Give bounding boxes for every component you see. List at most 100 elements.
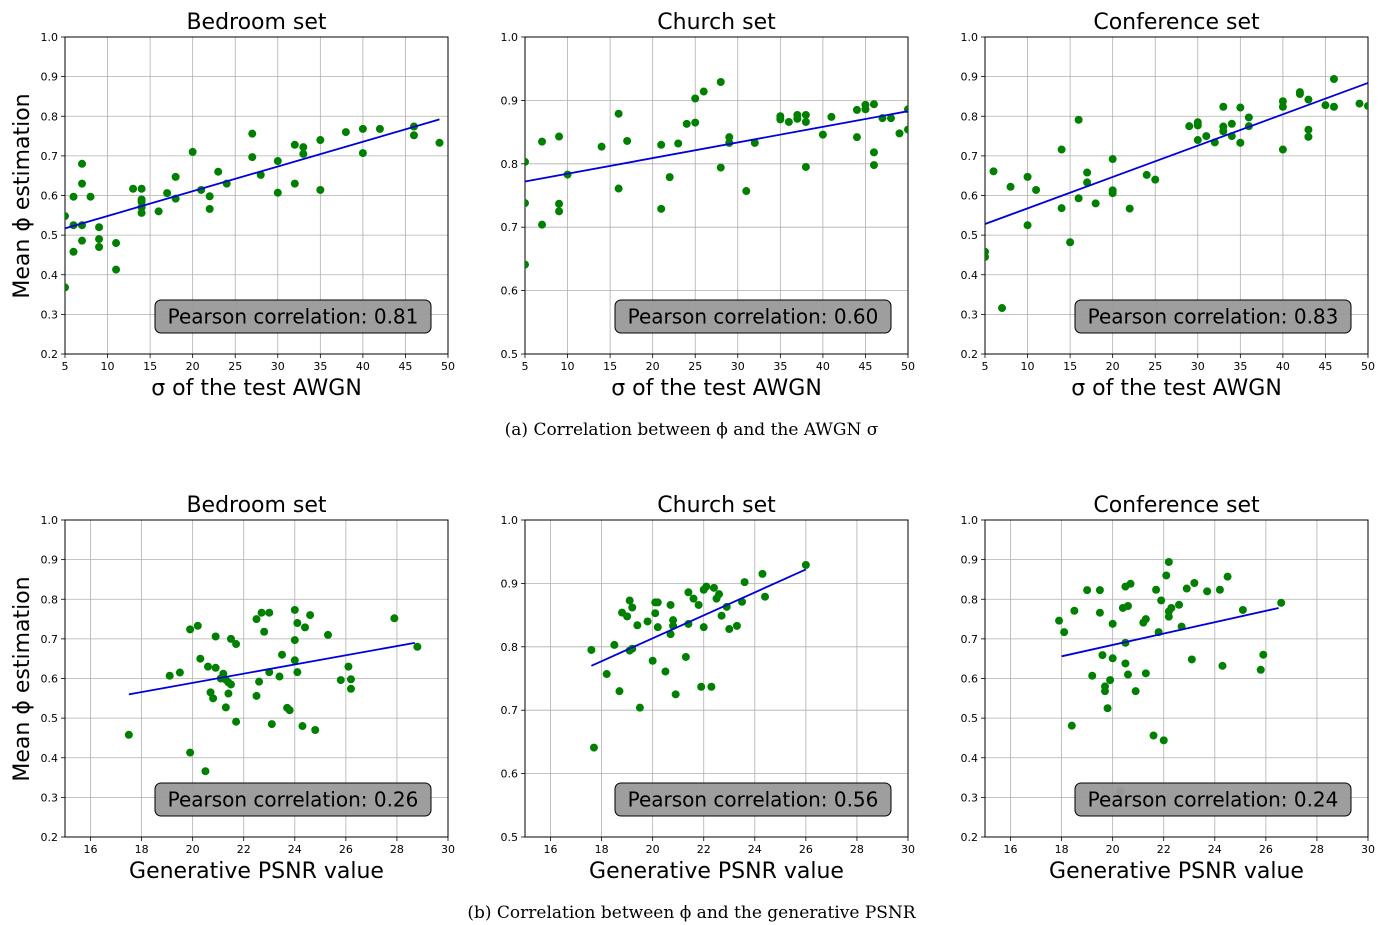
data-point xyxy=(1083,178,1092,187)
data-point xyxy=(702,582,711,591)
data-point xyxy=(614,109,623,118)
data-point xyxy=(358,149,367,158)
x-tick-label: 45 xyxy=(858,360,872,373)
x-tick-label: 5 xyxy=(522,360,529,373)
data-point xyxy=(248,153,257,162)
data-point xyxy=(1185,122,1194,131)
y-tick-label: 0.7 xyxy=(501,221,519,234)
y-tick-label: 0.6 xyxy=(501,285,519,298)
data-point xyxy=(95,243,104,252)
data-point xyxy=(298,722,307,731)
chart-title: Bedroom set xyxy=(186,493,326,518)
data-point xyxy=(525,260,529,269)
data-point xyxy=(525,199,529,208)
data-point xyxy=(689,594,698,603)
data-point xyxy=(1364,101,1368,110)
data-point xyxy=(346,684,355,693)
data-point xyxy=(278,650,287,659)
data-point xyxy=(538,220,547,229)
data-point xyxy=(648,656,657,665)
data-point xyxy=(742,187,751,196)
chart-title: Conference set xyxy=(1093,493,1260,518)
data-point xyxy=(1023,172,1032,181)
data-point xyxy=(1074,194,1083,203)
data-points xyxy=(587,561,810,752)
x-tick-label: 20 xyxy=(186,360,200,373)
x-tick-label: 28 xyxy=(850,843,864,856)
correlation-box xyxy=(1074,299,1352,334)
data-point xyxy=(1193,136,1202,145)
x-tick-label: 22 xyxy=(1157,843,1171,856)
data-point xyxy=(525,157,529,166)
data-point xyxy=(1108,619,1117,628)
data-point xyxy=(623,136,632,145)
data-point xyxy=(869,148,878,157)
regression-line xyxy=(524,110,909,183)
data-point xyxy=(1238,605,1247,614)
x-tick-label: 5 xyxy=(62,360,69,373)
correlation-box xyxy=(1074,782,1352,817)
data-point xyxy=(1256,665,1265,674)
data-point xyxy=(699,87,708,96)
x-tick-label: 35 xyxy=(1233,360,1247,373)
y-tick-label: 0.9 xyxy=(41,71,59,84)
regression-line xyxy=(591,568,807,667)
data-point xyxy=(435,138,444,147)
data-point xyxy=(725,625,734,634)
data-point xyxy=(255,677,264,686)
x-tick-label: 16 xyxy=(1004,843,1018,856)
correlation-label: Pearson correlation: 0.81 xyxy=(168,305,419,329)
data-point xyxy=(311,726,320,735)
x-tick-label: 30 xyxy=(271,360,285,373)
data-point xyxy=(1032,185,1041,194)
data-point xyxy=(290,179,299,188)
data-point xyxy=(697,682,706,691)
data-point xyxy=(95,223,104,232)
data-point xyxy=(341,128,350,137)
x-tick-label: 40 xyxy=(356,360,370,373)
x-tick-label: 30 xyxy=(441,843,455,856)
data-point xyxy=(257,608,266,617)
data-points xyxy=(985,75,1368,313)
data-point xyxy=(1123,601,1132,610)
data-point xyxy=(221,703,230,712)
x-axis-label: Generative PSNR value xyxy=(1049,859,1304,884)
plot-frame xyxy=(984,36,1369,355)
data-point xyxy=(1131,687,1140,696)
data-point xyxy=(193,621,202,630)
data-point xyxy=(1304,125,1313,134)
x-tick-label: 28 xyxy=(1310,843,1324,856)
data-points xyxy=(525,78,908,269)
data-point xyxy=(1321,101,1330,110)
x-tick-label: 20 xyxy=(646,360,660,373)
x-tick-label: 30 xyxy=(901,843,915,856)
data-point xyxy=(758,569,767,578)
x-tick-label: 20 xyxy=(1106,360,1120,373)
data-point xyxy=(589,743,598,752)
data-point xyxy=(1157,596,1166,605)
data-point xyxy=(69,247,78,256)
data-point xyxy=(707,682,716,691)
data-point xyxy=(1142,170,1151,179)
y-tick-label: 0.7 xyxy=(961,633,979,646)
x-axis-label: σ of the test AWGN xyxy=(151,376,362,401)
plot-frame xyxy=(984,519,1369,838)
data-points xyxy=(1055,558,1286,796)
data-point xyxy=(186,748,195,757)
chart-panel-5: 16 18 20 22 24 26 28 30 0.5 0.6 0.7 0.8 0.9 1.0 Church… xyxy=(501,493,916,884)
data-point xyxy=(665,173,674,182)
x-tick-label: 28 xyxy=(390,843,404,856)
data-point xyxy=(998,304,1007,313)
y-tick-label: 1.0 xyxy=(41,514,59,527)
data-point xyxy=(290,140,299,149)
data-point xyxy=(1278,97,1287,106)
x-tick-label: 16 xyxy=(84,843,98,856)
x-tick-label: 45 xyxy=(398,360,412,373)
y-tick-label: 0.4 xyxy=(41,752,59,765)
data-point xyxy=(211,632,220,641)
data-point xyxy=(776,115,785,124)
chart-panel-3: 5 10 15 20 25 30 35 40 45 50 0.2 0.3 0.4 0.5 0.6 0.7 0.8… xyxy=(961,10,1376,401)
data-point xyxy=(657,140,666,149)
data-point xyxy=(1203,587,1212,596)
data-point xyxy=(186,625,195,634)
